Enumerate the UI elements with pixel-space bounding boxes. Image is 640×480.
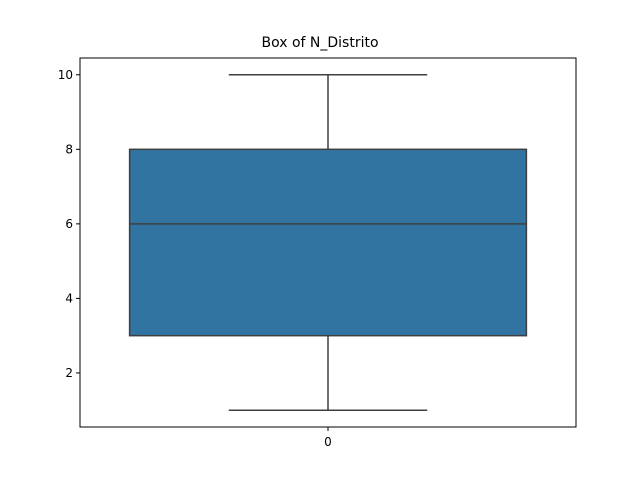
y-tick-label: 2 bbox=[65, 366, 73, 380]
chart-title: Box of N_Distrito bbox=[261, 35, 379, 51]
y-tick-label: 8 bbox=[65, 142, 73, 156]
iqr-box bbox=[128, 148, 528, 337]
y-tick-label: 4 bbox=[65, 291, 73, 305]
y-tick-label: 6 bbox=[65, 217, 73, 231]
y-tick-label: 10 bbox=[58, 68, 73, 82]
x-tick-label: 0 bbox=[324, 435, 332, 449]
